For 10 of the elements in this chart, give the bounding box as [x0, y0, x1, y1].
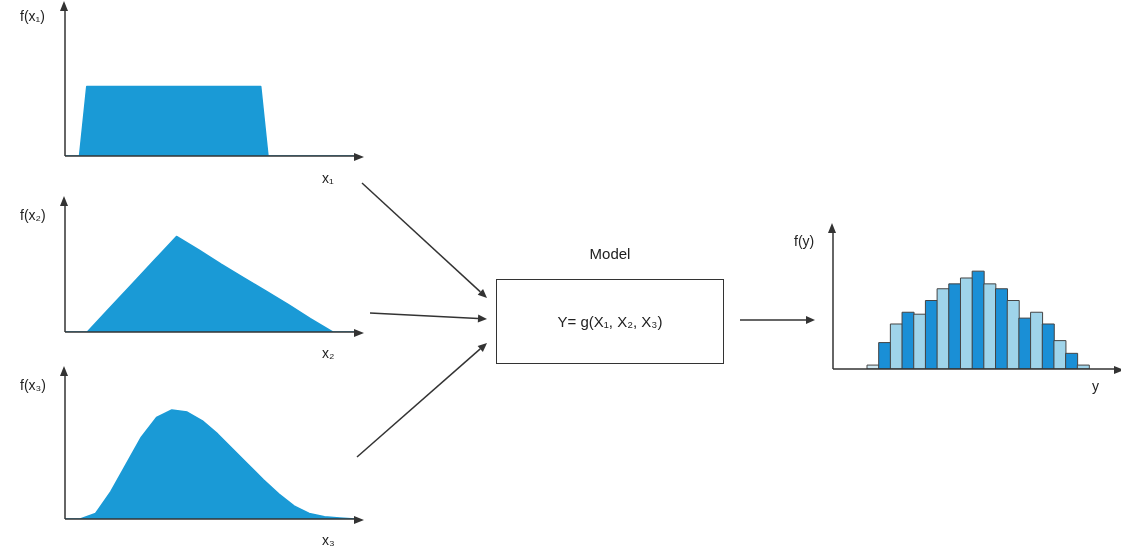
y-axis-title: f(y)	[794, 233, 815, 249]
x-axis-title: x₁	[322, 170, 334, 186]
y-axis-title: f(x₁)	[20, 8, 45, 24]
x-axis-title: y	[1092, 378, 1099, 394]
x-axis-title: x₂	[322, 345, 335, 361]
text: Model	[588, 245, 632, 262]
y-axis-title: f(x₃)	[20, 377, 46, 393]
y-axis-title: f(x₂)	[20, 207, 46, 223]
text: Y= g(X₁, X₂, X₃)	[557, 313, 663, 330]
x-axis-title: x₃	[322, 532, 335, 548]
